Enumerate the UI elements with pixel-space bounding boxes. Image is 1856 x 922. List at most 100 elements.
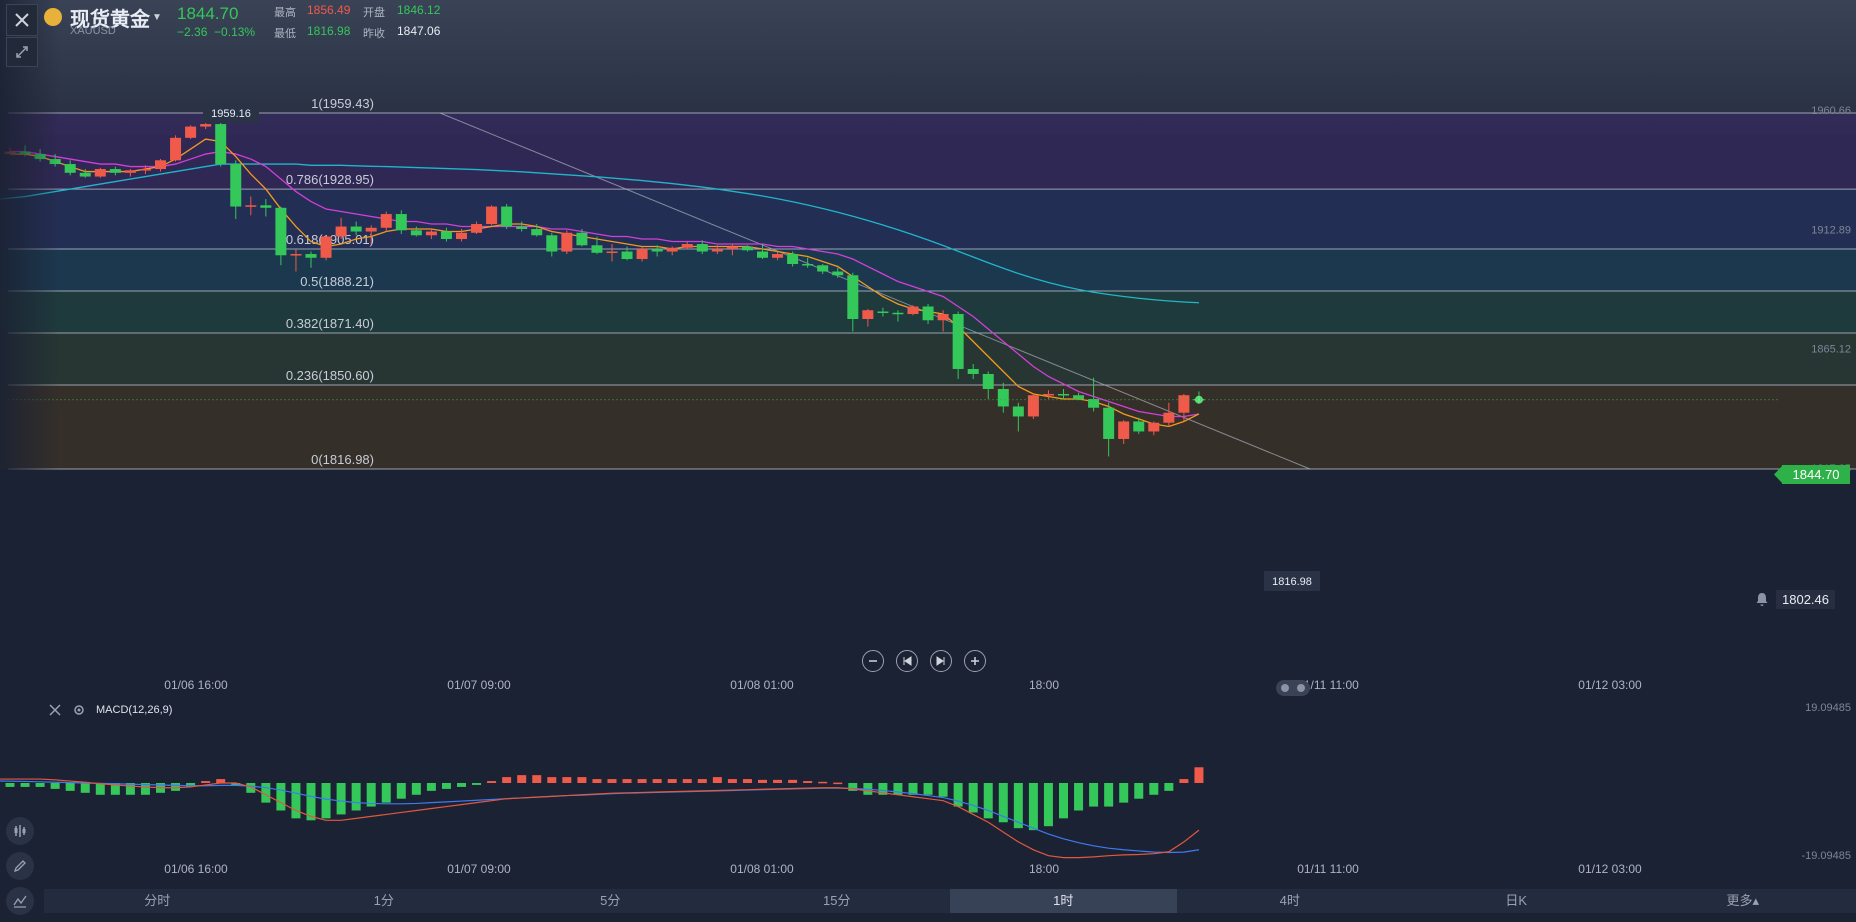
y-axis-label: 1960.66 [1811,105,1851,117]
price-alert[interactable]: 1802.46 [1754,589,1835,609]
x-tick-label: 01/06 16:00 [164,678,228,692]
macd-histogram-bar [1059,783,1068,818]
timeframe-tab[interactable]: 15分 [724,889,951,913]
candle-body [65,164,76,173]
candle-body [877,312,888,314]
candle-body [366,228,377,232]
candle-body [1118,421,1129,438]
chevron-down-icon[interactable]: ▼ [152,12,162,23]
handle-dot [1281,684,1289,692]
price-tag-pointer [1774,465,1783,484]
candle [486,205,497,225]
macd-histogram-bar [1134,783,1143,799]
timeframe-tab[interactable]: 5分 [497,889,724,913]
scroll-end-button[interactable] [930,650,952,672]
prev-close-label: 昨收 [363,25,385,41]
macd-histogram-bar [1149,783,1158,795]
indicator-tool-button[interactable] [6,817,34,845]
macd-histogram-bar [638,779,647,783]
macd-histogram-bar [1044,783,1053,826]
macd-histogram-bar [547,777,556,783]
macd-histogram-bar [743,779,752,783]
timeframe-tab[interactable]: 1时 [950,889,1177,913]
candle-body [200,124,211,126]
macd-histogram-bar [532,775,541,783]
candle-body [185,127,196,138]
candle-body [411,230,422,235]
candle-body [155,160,166,169]
candle-body [260,205,271,207]
zoom-in-button[interactable] [964,650,986,672]
fib-label: 0.382(1871.40) [286,316,374,331]
timeframe-tab[interactable]: 日K [1403,889,1630,913]
expand-button[interactable] [6,37,38,67]
candle-body [546,235,557,251]
draw-tool-button[interactable] [6,852,34,880]
macd-header: MACD(12,26,9) [48,703,172,717]
x-tick-label: 01/11 11:00 [1297,862,1359,876]
candle-body [426,232,437,236]
macd-histogram-bar [833,783,842,785]
settings-icon[interactable] [72,703,86,717]
trend-tool-button[interactable] [6,887,34,915]
macd-histogram-bar [427,783,436,791]
low-marker: 1816.98 [1272,576,1312,588]
low-value: 1816.98 [307,24,350,38]
macd-histogram-bar [1194,767,1203,783]
candle [1028,394,1039,419]
candle-body [742,247,753,251]
macd-histogram-bar [442,783,451,789]
candle-body [471,224,482,233]
candle-body [486,207,497,224]
macd-histogram-bar [623,779,632,783]
timeframe-tab[interactable]: 更多▴ [1630,889,1856,913]
macd-histogram-bar [66,783,75,791]
plus-icon [970,656,980,666]
candle-body [817,265,828,271]
macd-histogram-bar [276,783,285,810]
candle-body [983,374,994,389]
macd-histogram-bar [653,779,662,783]
timeframe-tab[interactable]: 1分 [271,889,498,913]
macd-histogram-bar [713,777,722,783]
bell-icon [1754,591,1770,607]
candle-body [215,124,226,164]
candle [321,235,332,260]
x-tick-label: 01/08 01:00 [730,862,794,876]
candle-body [591,245,602,252]
scroll-start-button[interactable] [896,650,918,672]
candle-body [802,264,813,266]
candle-body [652,249,663,251]
close-button[interactable] [6,4,38,36]
candle-body [531,229,542,235]
macd-histogram-bar [969,783,978,812]
candle [561,230,572,254]
fib-label: 0.5(1888.21) [300,274,374,289]
macd-label: MACD(12,26,9) [96,704,172,716]
macd-histogram-bar [562,777,571,783]
candle-body [637,249,648,259]
macd-histogram-bar [502,777,511,783]
candle-body [245,205,256,207]
x-tick-label: 18:00 [1029,678,1059,692]
candle-body [306,254,317,258]
timeframe-tab[interactable]: 4时 [1177,889,1404,913]
macd-axis-label: -19.09485 [1801,850,1851,862]
candle-body [847,275,858,319]
candle-body [80,173,91,177]
zoom-out-button[interactable] [862,650,884,672]
timeframe-tab[interactable]: 分时 [44,889,271,913]
x-tick-label: 01/12 03:00 [1578,678,1642,692]
candle-body [140,169,151,171]
macd-histogram-bar [171,783,180,791]
candle [95,168,106,178]
y-axis-label: 1865.12 [1811,344,1851,356]
price-change: −2.36 −0.13% [177,25,255,39]
skip-back-icon [902,656,912,666]
close-icon[interactable] [48,703,62,717]
candle-body [938,314,949,320]
candle-body [110,169,121,173]
